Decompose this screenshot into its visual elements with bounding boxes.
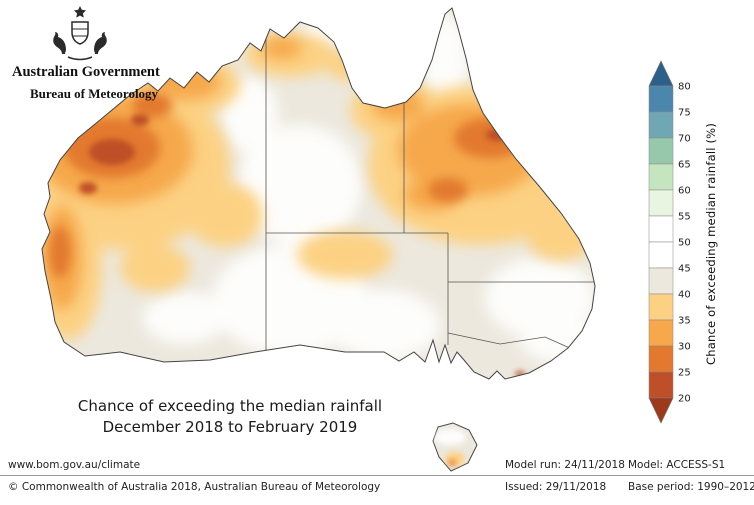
model-name-text: Model: ACCESS-S1 — [628, 459, 726, 471]
legend-box — [648, 319, 674, 347]
legend-tick: 80 — [678, 82, 691, 93]
legend-tick: 55 — [678, 212, 691, 223]
legend-box — [648, 345, 674, 373]
legend-box — [648, 137, 674, 165]
shade-blob — [131, 114, 149, 126]
caption-line2: December 2018 to February 2019 — [102, 418, 358, 436]
legend-box — [648, 85, 674, 113]
bom-logo: Australian Government Bureau of Meteorol… — [12, 4, 222, 102]
legend-tick: 50 — [678, 238, 691, 249]
shade-blob — [448, 460, 456, 466]
bureau-title: Bureau of Meteorology — [30, 86, 159, 101]
legend-axis-label: Chance of exceeding median rainfall (%) — [704, 123, 718, 366]
legend-tick: 40 — [678, 290, 691, 301]
legend-tick: 60 — [678, 186, 691, 197]
legend-tick: 25 — [678, 368, 691, 379]
copyright-text: © Commonwealth of Australia 2018, Austra… — [8, 481, 381, 493]
shade-blob — [526, 209, 594, 261]
legend-tick: 30 — [678, 342, 691, 353]
shade-blob — [520, 318, 595, 362]
shade-blob — [187, 183, 263, 247]
legend-box — [648, 371, 674, 399]
legend-colorbar: 80 75 70 65 60 55 50 45 40 35 30 25 20 — [648, 60, 691, 424]
legend-box — [648, 267, 674, 295]
legend-box — [648, 163, 674, 191]
shade-blob — [238, 125, 362, 245]
base-period-text: Base period: 1990–2012 — [628, 481, 754, 493]
model-run-text: Model run: 24/11/2018 — [505, 459, 625, 471]
australian-coat-of-arms-icon — [53, 6, 107, 61]
state-borders — [265, 25, 595, 370]
shade-blob — [434, 429, 466, 445]
shade-blob — [330, 290, 440, 360]
shade-blob — [89, 139, 135, 165]
website-url: www.bom.gov.au/climate — [8, 459, 141, 471]
shade-blob — [262, 37, 302, 59]
shade-blob — [494, 100, 560, 136]
shade-blob — [79, 182, 97, 194]
shade-blob — [132, 92, 172, 118]
rainfall-legend: 80 75 70 65 60 55 50 45 40 35 30 25 20 — [646, 56, 708, 432]
issued-text: Issued: 29/11/2018 — [505, 481, 607, 493]
government-title: Australian Government — [12, 64, 160, 80]
tasmania-shading — [434, 429, 466, 466]
legend-box — [648, 293, 674, 321]
legend-box — [648, 189, 674, 217]
legend-tick: 65 — [678, 160, 691, 171]
australia-rainfall-map — [41, 7, 596, 472]
legend-box — [648, 241, 674, 269]
legend-tick: 45 — [678, 264, 691, 275]
shade-blob — [372, 89, 424, 121]
legend-tick: 20 — [678, 394, 691, 405]
shade-blob — [143, 292, 227, 344]
shade-blob — [120, 244, 190, 292]
legend-tick: 70 — [678, 134, 691, 145]
shade-blob — [512, 106, 544, 124]
legend-box — [648, 111, 674, 139]
mainland-outline — [41, 7, 596, 380]
shade-blob — [297, 231, 393, 279]
shade-blob — [485, 258, 595, 338]
legend-tick: 35 — [678, 316, 691, 327]
legend-arrow-up-icon — [648, 60, 674, 87]
legend-arrow-down-icon — [648, 397, 674, 424]
caption-line1: Chance of exceeding the median rainfall — [77, 397, 383, 415]
map-caption: Chance of exceeding the median rainfall … — [55, 396, 405, 438]
footer-divider — [0, 475, 754, 476]
shade-blob — [486, 129, 508, 141]
legend-box — [648, 215, 674, 243]
shade-blob — [326, 49, 374, 81]
shade-blob — [49, 226, 71, 278]
legend-tick: 75 — [678, 108, 691, 119]
shade-blob — [428, 178, 468, 202]
